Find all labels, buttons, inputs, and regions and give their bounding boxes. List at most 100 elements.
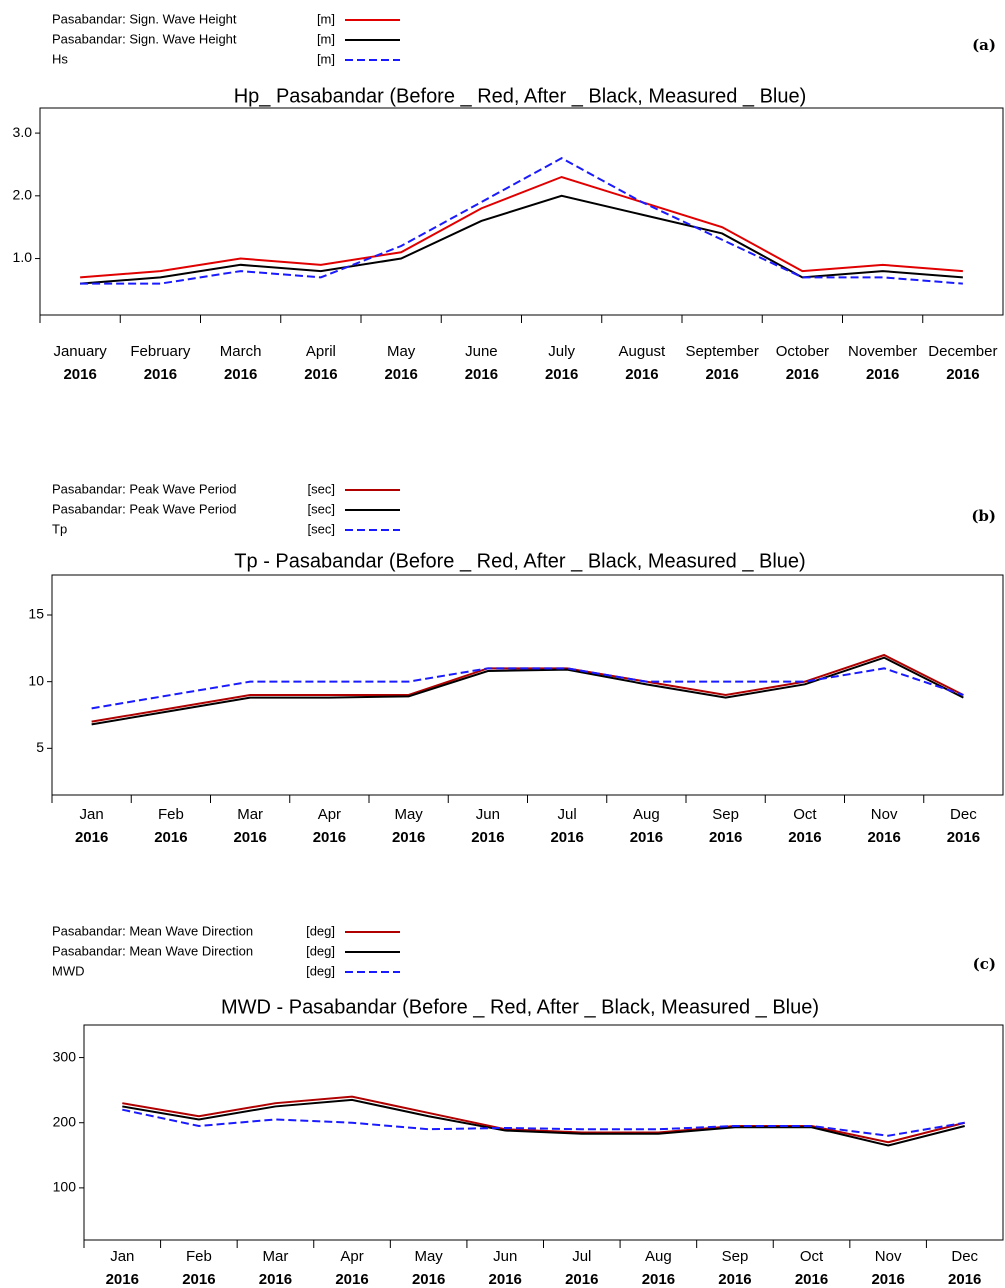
x-tick-label: Feb	[158, 806, 184, 823]
x-tick-year: 2016	[718, 1271, 751, 1288]
chart-title: Hp_ Pasabandar (Before _ Red, After _ Bl…	[234, 85, 807, 107]
x-tick-label: Jan	[80, 806, 104, 823]
y-tick-label: 10	[28, 672, 44, 688]
x-tick-label: Sep	[722, 1248, 749, 1265]
x-tick-year: 2016	[75, 829, 108, 846]
x-tick-year: 2016	[866, 366, 899, 383]
legend-label: Pasabandar: Peak Wave Period	[52, 501, 237, 516]
x-tick-year: 2016	[867, 829, 900, 846]
panel: Pasabandar: Mean Wave Direction [deg] Pasa…	[52, 923, 1004, 1288]
data-line	[91, 653, 964, 723]
x-tick-year: 2016	[471, 829, 504, 846]
panel: Pasabandar: Peak Wave Period [sec] Pasaban…	[28, 481, 1004, 846]
x-tick-year: 2016	[871, 1271, 904, 1288]
x-tick-year: 2016	[545, 366, 578, 383]
x-tick-label: May	[414, 1248, 443, 1265]
plot-frame	[51, 574, 1004, 796]
x-tick-label: May	[387, 343, 416, 360]
legend-unit: [m]	[317, 51, 335, 66]
x-tick-label: September	[685, 343, 758, 360]
x-tick-year: 2016	[948, 1271, 981, 1288]
x-tick-label: Oct	[793, 806, 817, 823]
x-tick-label: Aug	[633, 806, 660, 823]
x-tick-year: 2016	[384, 366, 417, 383]
x-tick-label: Dec	[950, 806, 977, 823]
x-tick-year: 2016	[224, 366, 257, 383]
y-tick-label: 100	[53, 1179, 77, 1195]
legend-label: Hs	[52, 51, 68, 66]
x-tick-label: Apr	[318, 806, 341, 823]
x-tick-label: Jul	[572, 1248, 591, 1265]
panel-label: (b)	[971, 507, 996, 525]
x-tick-year: 2016	[335, 1271, 368, 1288]
legend-label: Pasabandar: Peak Wave Period	[52, 481, 237, 496]
x-tick-label: August	[619, 343, 667, 360]
x-tick-year: 2016	[705, 366, 738, 383]
x-tick-year: 2016	[550, 829, 583, 846]
y-tick-label: 2.0	[13, 187, 33, 203]
plot-frame	[39, 107, 1004, 316]
x-tick-label: Oct	[800, 1248, 824, 1265]
data-line	[91, 656, 964, 726]
panel: Pasabandar: Sign. Wave Height [m] Pasaband…	[13, 11, 1004, 383]
y-tick-label: 3.0	[13, 124, 33, 140]
x-tick-year: 2016	[154, 829, 187, 846]
y-tick-label: 200	[53, 1113, 77, 1129]
x-tick-label: Jul	[558, 806, 577, 823]
data-line	[80, 175, 963, 279]
x-tick-year: 2016	[946, 366, 979, 383]
x-tick-label: June	[465, 343, 498, 360]
x-tick-label: Feb	[186, 1248, 212, 1265]
x-tick-year: 2016	[642, 1271, 675, 1288]
legend-label: Pasabandar: Sign. Wave Height	[52, 11, 237, 26]
data-line	[122, 1108, 965, 1137]
x-tick-year: 2016	[465, 366, 498, 383]
x-tick-year: 2016	[304, 366, 337, 383]
x-tick-label: May	[394, 806, 423, 823]
x-tick-year: 2016	[786, 366, 819, 383]
x-tick-label: Nov	[871, 806, 898, 823]
x-tick-label: March	[220, 343, 262, 360]
x-tick-label: Aug	[645, 1248, 672, 1265]
chart-title: MWD - Pasabandar (Before _ Red, After _ …	[221, 996, 819, 1018]
y-tick-label: 300	[53, 1048, 77, 1064]
x-tick-label: July	[548, 343, 575, 360]
data-line	[122, 1095, 965, 1144]
data-line	[122, 1098, 965, 1147]
legend-label: MWD	[52, 963, 85, 978]
x-tick-year: 2016	[565, 1271, 598, 1288]
legend-unit: [m]	[317, 31, 335, 46]
chart-title: Tp - Pasabandar (Before _ Red, After _ B…	[234, 550, 805, 572]
x-tick-year: 2016	[144, 366, 177, 383]
x-tick-label: February	[130, 343, 191, 360]
data-line	[80, 157, 963, 285]
x-tick-label: Mar	[237, 806, 263, 823]
x-tick-label: Jan	[110, 1248, 134, 1265]
x-tick-year: 2016	[313, 829, 346, 846]
x-tick-year: 2016	[233, 829, 266, 846]
legend-unit: [m]	[317, 11, 335, 26]
panel-label: (a)	[972, 36, 996, 54]
legend-label: Pasabandar: Mean Wave Direction	[52, 943, 253, 958]
x-tick-label: Dec	[951, 1248, 978, 1265]
legend-label: Pasabandar: Mean Wave Direction	[52, 923, 253, 938]
x-tick-label: November	[848, 343, 917, 360]
x-tick-year: 2016	[412, 1271, 445, 1288]
x-tick-year: 2016	[259, 1271, 292, 1288]
x-tick-label: January	[53, 343, 107, 360]
legend-label: Tp	[52, 521, 67, 536]
x-tick-year: 2016	[947, 829, 980, 846]
legend-label: Pasabandar: Sign. Wave Height	[52, 31, 237, 46]
x-tick-label: October	[776, 343, 829, 360]
x-tick-year: 2016	[788, 829, 821, 846]
panel-label: (c)	[973, 955, 996, 973]
legend-unit: [deg]	[306, 923, 335, 938]
x-tick-year: 2016	[630, 829, 663, 846]
x-tick-year: 2016	[106, 1271, 139, 1288]
x-tick-label: December	[928, 343, 997, 360]
x-tick-label: Jun	[476, 806, 500, 823]
x-tick-year: 2016	[182, 1271, 215, 1288]
y-tick-label: 1.0	[13, 249, 33, 265]
x-tick-label: Apr	[340, 1248, 363, 1265]
